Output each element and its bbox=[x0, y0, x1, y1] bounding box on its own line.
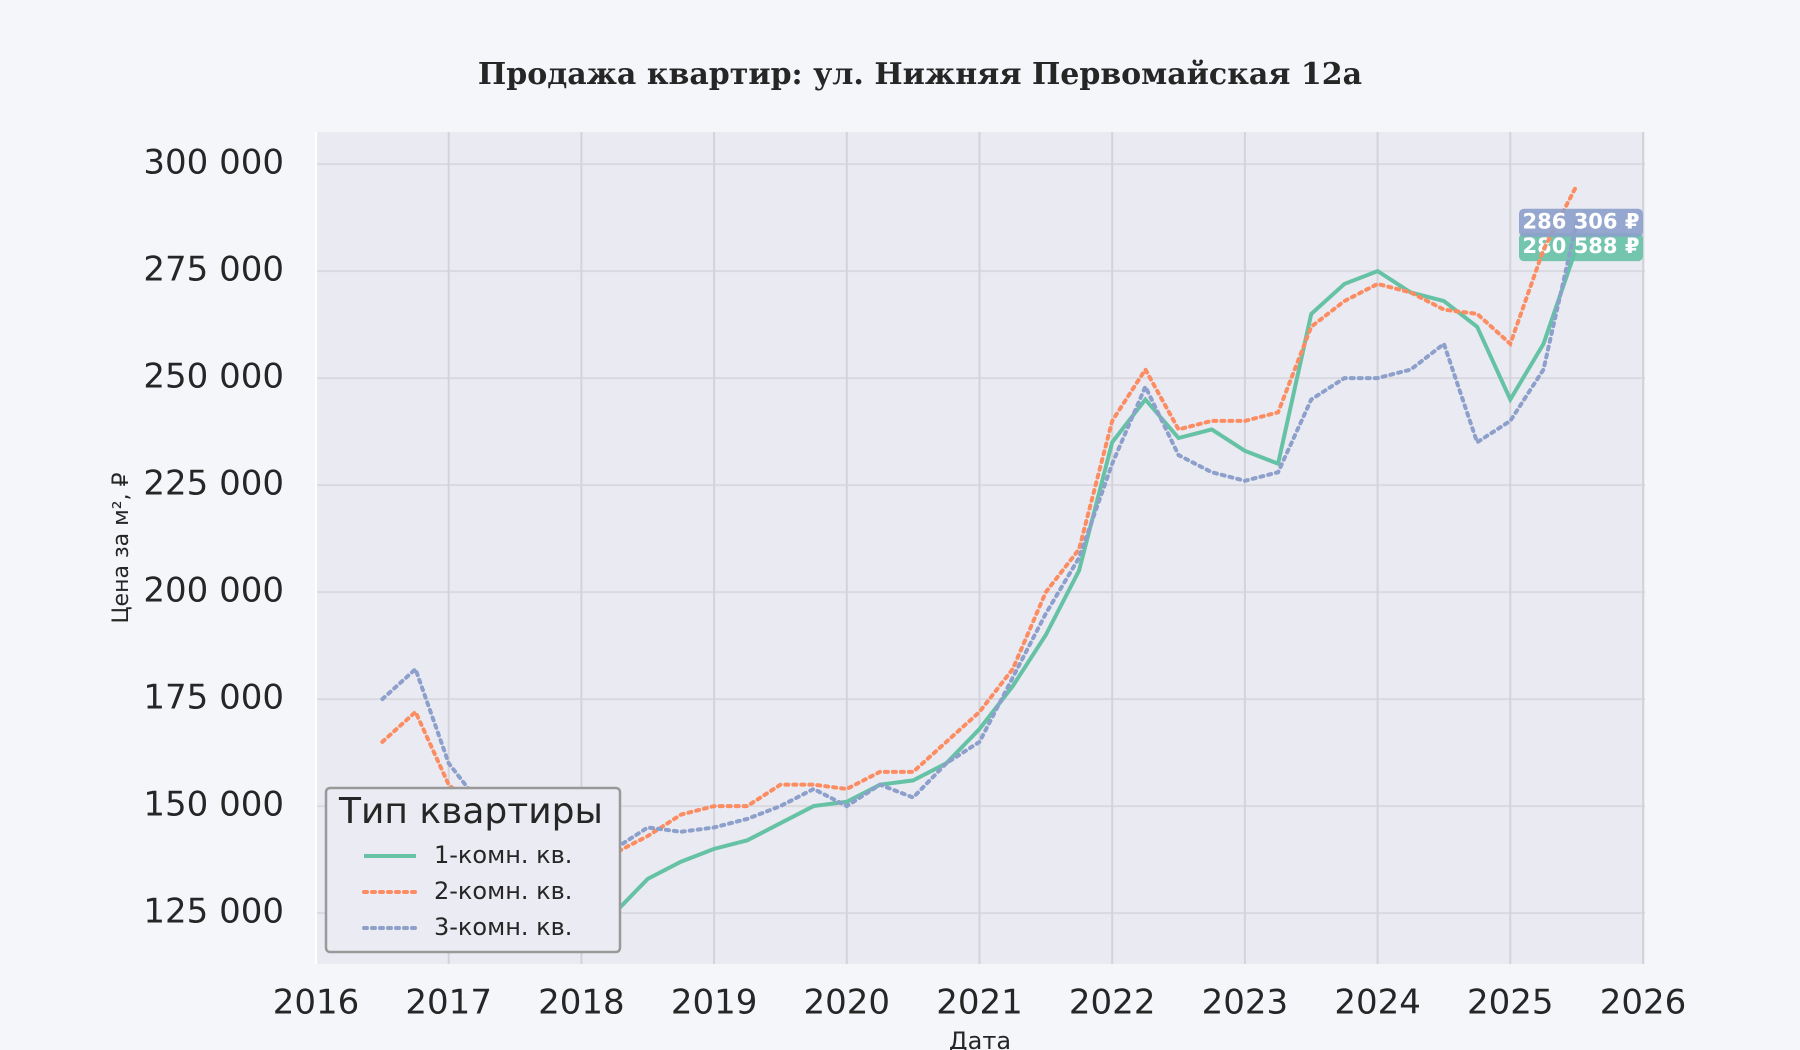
y-tick-label: 150 000 bbox=[143, 785, 284, 825]
chart-title: Продажа квартир: ул. Нижняя Первомайская… bbox=[478, 57, 1362, 92]
x-tick-label: 2024 bbox=[1334, 983, 1421, 1023]
value-label-box bbox=[1519, 208, 1643, 237]
x-tick-label: 2017 bbox=[405, 983, 492, 1023]
y-tick-label: 250 000 bbox=[143, 357, 284, 397]
x-tick-label: 2018 bbox=[538, 983, 625, 1023]
x-axis-label: Дата bbox=[949, 1027, 1011, 1050]
x-tick-label: 2025 bbox=[1467, 983, 1554, 1023]
x-tick-label: 2022 bbox=[1069, 983, 1156, 1023]
y-tick-label: 200 000 bbox=[143, 571, 284, 611]
x-tick-label: 2019 bbox=[671, 983, 758, 1023]
legend-box bbox=[324, 786, 622, 954]
legend-label: 2-комн. кв. bbox=[434, 877, 572, 905]
y-tick-label: 275 000 bbox=[143, 250, 284, 290]
y-tick-label: 125 000 bbox=[143, 892, 284, 932]
x-tick-label: 2026 bbox=[1600, 983, 1687, 1023]
y-tick-label: 175 000 bbox=[143, 678, 284, 718]
x-tick-label: 2023 bbox=[1202, 983, 1289, 1023]
y-tick-label: 225 000 bbox=[143, 464, 284, 504]
legend-title: Тип квартиры bbox=[338, 791, 603, 832]
value-label: 286 306 ₽ bbox=[1523, 210, 1640, 234]
x-tick-label: 2021 bbox=[936, 983, 1023, 1023]
legend-label: 3-комн. кв. bbox=[434, 913, 572, 941]
y-axis-label: Цена за м², ₽ bbox=[109, 472, 134, 623]
y-tick-label: 300 000 bbox=[143, 143, 284, 183]
x-tick-label: 2016 bbox=[273, 983, 360, 1023]
x-tick-label: 2020 bbox=[804, 983, 891, 1023]
legend-label: 1-комн. кв. bbox=[434, 841, 572, 869]
